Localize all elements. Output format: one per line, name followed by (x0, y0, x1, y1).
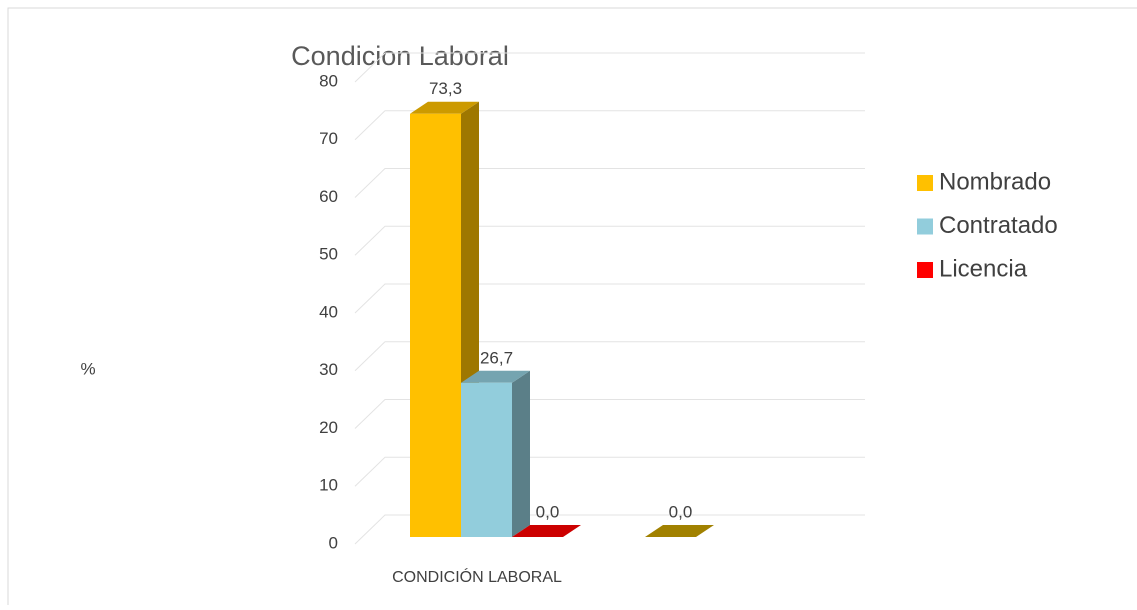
y-tick-label: 60 (319, 187, 338, 206)
chart-title: Condicion Laboral (291, 41, 509, 71)
bar-face (461, 370, 530, 383)
bar (645, 525, 714, 537)
x-axis-label: CONDICIÓN LABORAL (392, 567, 562, 586)
bar-face (410, 101, 479, 114)
y-axis-label: % (80, 359, 95, 378)
grid-line (354, 456, 865, 487)
y-tick-label: 80 (319, 71, 338, 90)
legend-label: Contratado (939, 212, 1058, 239)
grid-line (354, 341, 865, 372)
grid-line (354, 399, 865, 429)
y-tick-label: 20 (319, 418, 338, 437)
y-tick-label: 50 (319, 245, 338, 264)
grid-line (354, 168, 865, 198)
data-label: 0,0 (669, 502, 693, 521)
grid-line (354, 514, 865, 545)
data-label: 26,7 (480, 348, 513, 367)
bar-face (410, 113, 461, 537)
grid-line (354, 283, 865, 314)
bar (461, 370, 530, 537)
bar (512, 525, 581, 537)
bar-face (512, 525, 581, 537)
data-label: 0,0 (536, 502, 560, 521)
legend-swatch (917, 218, 933, 235)
chart-frame (7, 7, 1137, 610)
y-tick-label: 10 (319, 476, 338, 495)
bar-face (461, 382, 512, 537)
y-tick-label: 40 (319, 302, 338, 321)
legend-swatch (917, 175, 933, 191)
grid-line (354, 52, 865, 83)
legend-swatch (917, 262, 933, 278)
grid-line (354, 225, 865, 256)
grid-line (354, 110, 865, 141)
y-tick-label: 70 (319, 129, 338, 148)
bar-face (645, 525, 714, 537)
y-tick-label: 0 (329, 533, 338, 552)
y-tick-label: 30 (319, 360, 338, 379)
legend-label: Nombrado (939, 168, 1051, 195)
legend-label: Licencia (939, 255, 1028, 282)
bar-face (512, 370, 530, 537)
data-label: 73,3 (429, 79, 462, 98)
